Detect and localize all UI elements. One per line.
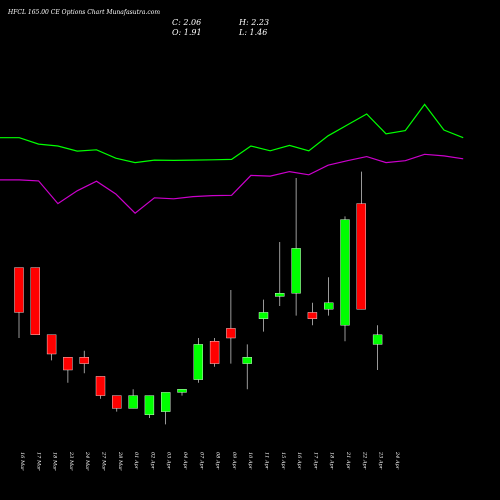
x-tick-label: 02 Apr	[149, 452, 155, 470]
x-tick-label: 17 Apr	[312, 452, 318, 470]
candle-down	[95, 376, 106, 396]
candle-up	[177, 389, 187, 393]
x-tick-label: 28 Mar	[117, 451, 123, 471]
x-tick-label: 22 Apr	[361, 451, 367, 470]
candle-up	[340, 219, 350, 326]
candle-up	[324, 302, 334, 310]
candle-up	[372, 334, 383, 345]
x-tick-label: 10 Apr	[247, 452, 253, 470]
x-tick-label: 08 Apr	[215, 452, 221, 470]
x-tick-label: 16 Apr	[296, 452, 302, 470]
candle-down	[63, 357, 73, 371]
candle-up	[193, 344, 204, 380]
chart-title: HFCL 165.00 CE Options Chart Munafasutra…	[8, 9, 161, 16]
candle-down	[356, 203, 366, 310]
close-value: C: 2.06	[172, 18, 202, 27]
candle-up	[275, 293, 285, 297]
candle-down	[46, 334, 57, 355]
x-tick-label: 18 Apr	[329, 452, 335, 470]
x-tick-label: 18 Mar	[52, 452, 58, 471]
candle-up	[258, 312, 269, 319]
candle-down	[209, 341, 220, 364]
lower-band-line	[0, 153, 464, 215]
candle-up	[242, 357, 252, 364]
candle-up	[128, 395, 138, 409]
x-tick-label: 24 Apr	[394, 451, 400, 470]
x-tick-label: 01 Apr	[133, 452, 139, 470]
candle-down	[30, 267, 40, 336]
x-tick-label: 23 Mar	[68, 451, 74, 471]
x-tick-label: 07 Apr	[198, 452, 204, 470]
candle-down	[307, 312, 318, 319]
x-tick-label: 03 Apr	[166, 452, 172, 470]
x-tick-label: 15 Apr	[280, 452, 286, 470]
low-value: L: 1.46	[239, 28, 268, 37]
x-tick-label: 17 Mar	[35, 452, 41, 471]
candle-up	[291, 248, 301, 294]
candle-down	[226, 328, 236, 339]
x-tick-label: 09 Apr	[231, 452, 237, 470]
candle-down	[112, 395, 122, 409]
candle-down	[79, 357, 89, 364]
candle-down	[14, 267, 24, 313]
x-tick-label: 24 Mar	[84, 451, 90, 471]
candle-up	[160, 392, 171, 412]
x-tick-label: 04 Apr	[182, 452, 188, 470]
upper-band-line	[0, 103, 464, 164]
x-tick-label: 23 Apr	[378, 451, 384, 470]
high-value: H: 2.23	[239, 18, 270, 27]
x-tick-label: 16 Mar	[19, 452, 25, 471]
candle-up	[144, 395, 155, 416]
x-tick-label: 21 Apr	[345, 451, 351, 470]
x-tick-label: 11 Apr	[264, 452, 270, 470]
x-tick-label: 27 Mar	[101, 451, 107, 471]
open-value: O: 1.91	[172, 28, 202, 37]
